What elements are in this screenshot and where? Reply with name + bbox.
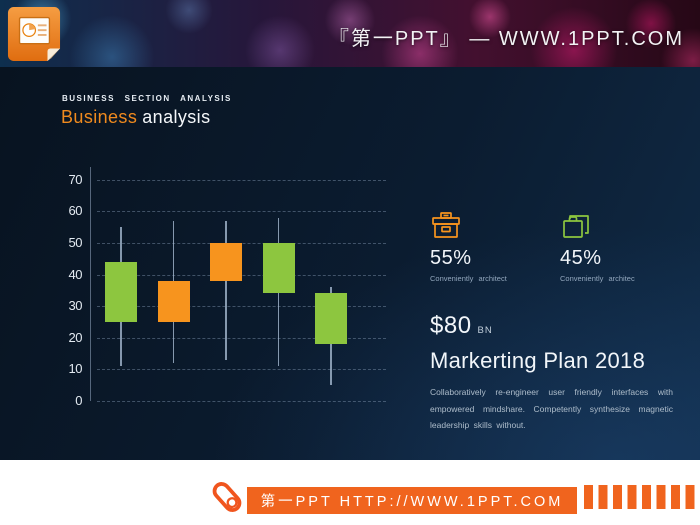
amount-figure: $80 BN — [430, 312, 493, 340]
barcode-stripes — [584, 485, 700, 509]
slide-eyebrow: BUSINESS SECTION ANALYSIS — [62, 94, 232, 103]
stat-block-left: 55% Conveniently architect — [430, 210, 520, 283]
amount-unit: BN — [477, 325, 493, 336]
y-tick-label: 10 — [68, 361, 83, 377]
plan-heading: Markerting Plan 2018 — [430, 348, 646, 373]
y-tick-label: 20 — [68, 329, 83, 345]
chart-plot — [90, 167, 386, 402]
slide-title: Business analysis — [61, 107, 210, 128]
powerpoint-document-icon[interactable] — [7, 6, 61, 62]
amount-value: $80 — [430, 312, 472, 339]
candle-body — [105, 261, 137, 322]
gridline — [97, 401, 386, 402]
site-header-banner: 『第一PPT』 — WWW.1PPT.COM — [0, 0, 700, 67]
site-footer: 第一PPT HTTP://WWW.1PPT.COM — [0, 460, 700, 525]
candle-body — [157, 280, 190, 322]
gridline — [97, 369, 386, 371]
slide-title-rest: analysis — [142, 107, 211, 127]
chart-y-labels: 0 10 20 30 40 50 60 70 — [56, 167, 83, 407]
scroll-pill-icon — [212, 482, 242, 512]
y-tick-label: 30 — [68, 298, 83, 314]
candle-body — [262, 242, 295, 294]
gridline — [97, 211, 386, 213]
stat-caption: Conveniently architec — [560, 274, 635, 283]
stats-row: 55% Conveniently architect 45% Convenien… — [430, 210, 650, 283]
archive-box-icon — [430, 210, 520, 242]
stat-block-right: 45% Conveniently architec — [560, 210, 650, 283]
footer-site-link[interactable]: 第一PPT HTTP://WWW.1PPT.COM — [247, 487, 577, 514]
stat-caption: Conveniently architect — [430, 274, 507, 283]
y-tick-label: 60 — [68, 203, 83, 219]
briefcase-icon — [560, 210, 650, 242]
y-tick-label: 0 — [75, 393, 82, 408]
candle-body — [210, 242, 242, 281]
y-tick-label: 50 — [68, 234, 83, 250]
gridline — [97, 179, 386, 181]
y-tick-label: 70 — [68, 171, 83, 187]
gridline — [97, 337, 386, 339]
stat-value: 45% — [560, 247, 602, 269]
gridline — [97, 306, 386, 308]
plan-body-text: Collaboratively re-engineer user friendl… — [430, 387, 673, 431]
site-title[interactable]: 『第一PPT』 — WWW.1PPT.COM — [328, 28, 684, 50]
candlestick-chart: 0 10 20 30 40 50 60 70 — [56, 167, 390, 408]
y-tick-label: 40 — [68, 266, 83, 282]
candle-body — [315, 293, 347, 345]
stat-value: 55% — [430, 247, 472, 269]
candle-wick — [225, 220, 227, 360]
slide-canvas: BUSINESS SECTION ANALYSIS Business analys… — [0, 67, 700, 460]
slide-title-accent: Business — [61, 107, 138, 127]
